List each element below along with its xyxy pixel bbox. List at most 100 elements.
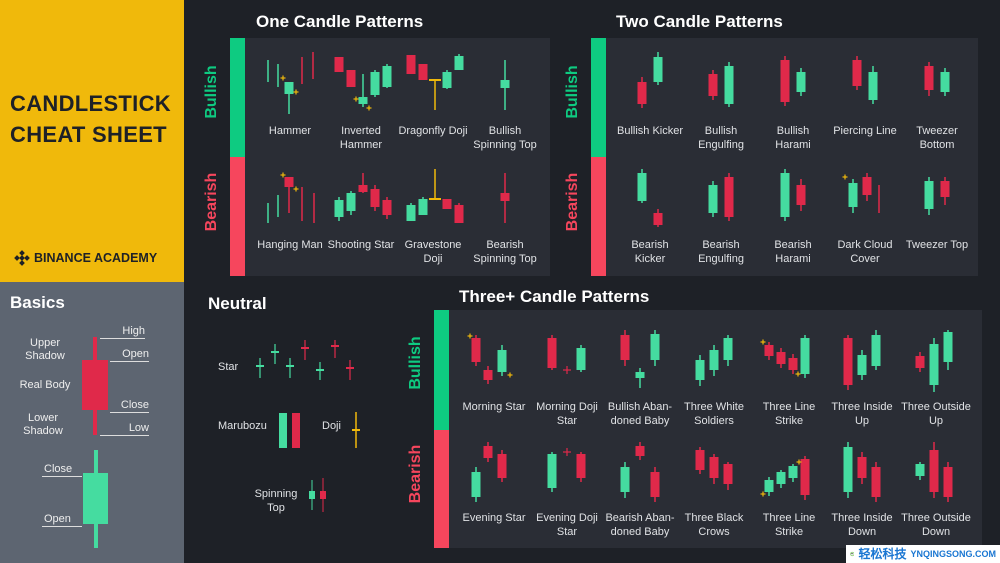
candle: [382, 64, 392, 88]
pattern-hanging-man-chart: [267, 172, 315, 223]
marubozu-label: Marubozu: [218, 420, 267, 432]
star-marker: [563, 366, 571, 374]
pattern-label: Dragonfly Doji: [398, 125, 468, 137]
pattern-label: Shooting Star: [327, 239, 395, 251]
candle: [848, 179, 858, 213]
pattern-shooting-star-chart: [334, 173, 392, 221]
pattern-label: Evening Star: [462, 512, 526, 524]
pattern-bullish-harami-chart: [780, 56, 806, 106]
pattern-label: Gravestone Doji: [404, 239, 462, 265]
candle: [653, 209, 663, 227]
candle: [471, 335, 481, 366]
candle: [788, 354, 798, 374]
candle: [709, 345, 719, 376]
candle: [915, 462, 925, 480]
candle: [483, 442, 493, 462]
candle: [471, 467, 481, 502]
candle: [843, 442, 853, 498]
pattern-label: Tweezer Top: [905, 239, 969, 251]
pattern-morning-doji-star-chart: [547, 335, 586, 374]
low-label: Low: [100, 422, 149, 436]
pattern-label: Bearish Spinning Top: [473, 239, 537, 265]
pattern-dark-cloud-cover-chart: [842, 173, 880, 213]
candle: [708, 181, 718, 217]
pattern-tweezer-bottom-chart: [924, 62, 950, 96]
star-marker: [353, 96, 359, 102]
pattern-label: Bullish Harami: [775, 125, 811, 151]
candle: [429, 169, 441, 200]
star-marker: [507, 372, 513, 378]
pattern-hammer-chart: [267, 52, 314, 114]
pattern-three-white-soldiers-chart: [695, 335, 733, 386]
candle: [370, 70, 380, 97]
bear-candle-body: [82, 360, 108, 410]
star-marker: [280, 172, 286, 178]
two-candle-title: Two Candle Patterns: [616, 12, 783, 31]
star-marker: [293, 186, 299, 192]
candle: [943, 462, 953, 502]
pattern-label: Bullish Spinning Top: [473, 125, 537, 151]
star-label: Star: [218, 361, 239, 373]
candle: [796, 179, 806, 211]
candle: [709, 454, 719, 484]
open-label: Open: [110, 348, 149, 362]
candle: [724, 62, 734, 107]
candle: [764, 477, 774, 496]
candle: [382, 197, 392, 219]
watermark: 轻松科技 YNQINGSONG.COM: [846, 545, 1000, 563]
candle: [796, 68, 806, 96]
pattern-label: Morning Star: [462, 401, 526, 413]
candle: [500, 60, 510, 110]
candle: [695, 447, 705, 474]
candle: [483, 366, 493, 384]
binance-academy-logo: BINANCE ACADEMY: [14, 250, 157, 266]
star-candle: [301, 340, 309, 360]
star-marker: [760, 339, 766, 345]
candle: [497, 345, 507, 376]
bullish-label: Bullish: [564, 65, 581, 119]
page-title: CANDLESTICK CHEAT SHEET: [10, 91, 171, 147]
candle: [418, 64, 428, 80]
candle: [929, 442, 939, 498]
candle: [650, 467, 660, 502]
basics-title: Basics: [10, 293, 65, 312]
pattern-bullish-spinning-top-chart: [500, 60, 510, 110]
candle: [924, 177, 934, 215]
pattern-label: Hanging Man: [257, 239, 323, 251]
candle: [929, 338, 939, 392]
pattern-label: Three White Soldiers: [684, 401, 744, 427]
candle: [406, 203, 416, 221]
pattern-evening-star-chart: [471, 442, 507, 502]
candle: [943, 330, 953, 370]
candle: [284, 177, 294, 213]
pattern-label: Three Inside Up: [831, 401, 893, 427]
candle: [653, 52, 663, 85]
pattern-label: Bearish Engulfing: [698, 239, 744, 265]
pattern-label: Three Outside Down: [901, 512, 971, 538]
pattern-label: Bullish Engulfing: [698, 125, 744, 151]
pattern-morning-star-chart: [467, 333, 513, 384]
candle: [442, 199, 452, 209]
bearish-bar: [591, 157, 606, 276]
pattern-three-outside-down-chart: [915, 442, 953, 502]
star-candles: [256, 340, 354, 380]
pattern-bullish-engulfing-chart: [708, 62, 734, 107]
bearish-bar: [230, 157, 245, 276]
star-marker: [467, 333, 473, 339]
doji-label: Doji: [322, 420, 341, 432]
spinning-top-candles: [309, 478, 326, 512]
pattern-label: Bullish Aban-doned Baby: [607, 401, 673, 427]
bull-open-label: Open: [42, 513, 82, 527]
candle: [576, 452, 586, 482]
spinning-top-label: Spinning Top: [254, 488, 298, 514]
candle: [776, 470, 786, 488]
candle: [637, 77, 647, 108]
pattern-label: Three Line Strike: [762, 512, 816, 538]
pattern-tweezer-top-chart: [924, 177, 950, 215]
candle: [800, 335, 810, 378]
pattern-label: Bullish Kicker: [616, 125, 684, 137]
pattern-bearish-harami-chart: [780, 169, 806, 221]
candle: [843, 335, 853, 390]
pattern-three-inside-up-chart: [843, 330, 881, 390]
pattern-label: Three Line Strike: [762, 401, 816, 427]
